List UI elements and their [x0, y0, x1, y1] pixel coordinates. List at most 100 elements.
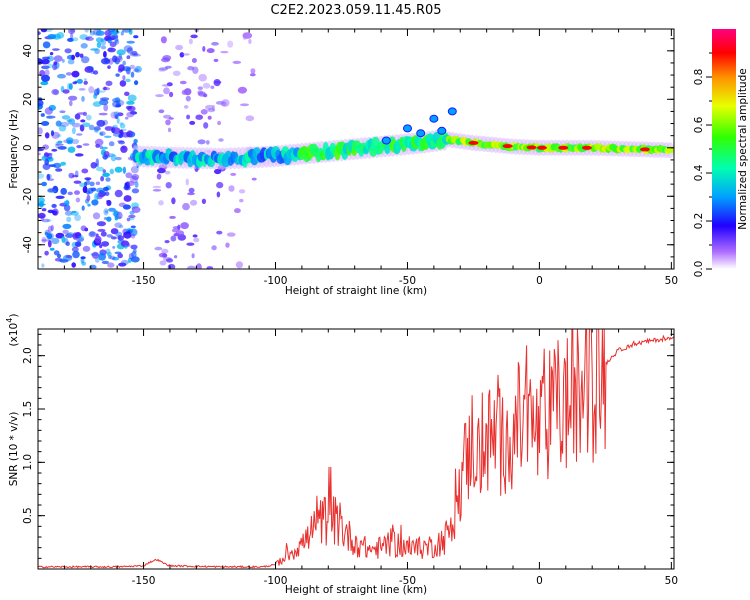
noise-blob-0 [41, 65, 50, 70]
noise-blob-1 [169, 91, 174, 98]
noise-blob-0 [120, 145, 128, 153]
colorbar-label: Normalized spectral amplitude [737, 68, 749, 229]
noise-blob-0 [55, 143, 64, 146]
noise-blob-0 [38, 127, 43, 135]
noise-blob-0 [65, 72, 73, 76]
noise-blob-1 [186, 114, 191, 120]
noise-blob-0 [75, 51, 80, 58]
noise-blob-0 [90, 162, 97, 169]
noise-blob-1 [186, 242, 195, 246]
noise-blob-0 [109, 168, 115, 175]
noise-blob-0 [53, 61, 58, 66]
noise-blob-0 [130, 71, 135, 78]
noise-blob-1 [203, 122, 209, 129]
noise-blob-1 [189, 120, 196, 125]
noise-blob-0 [38, 197, 45, 204]
noise-blob-0 [41, 74, 50, 82]
noise-blob-0 [58, 125, 67, 132]
noise-blob-0 [68, 83, 73, 90]
noise-blob-1 [157, 168, 166, 174]
noise-blob-0 [42, 56, 50, 60]
noise-blob-1 [154, 246, 163, 251]
noise-blob-0 [119, 225, 124, 229]
noise-blob-0 [103, 86, 107, 91]
noise-blob-0 [53, 250, 60, 256]
noise-blob-1 [158, 109, 165, 114]
noise-blob-1 [182, 202, 190, 211]
noise-blob-0 [50, 224, 54, 232]
noise-blob-0 [71, 70, 80, 78]
snr-y-scale-label: (x104) [5, 314, 20, 347]
noise-blob-0 [59, 121, 70, 127]
noise-blob-1 [179, 52, 185, 58]
noise-blob-0 [112, 55, 118, 63]
noise-blob-1 [211, 41, 219, 46]
noise-blob-1 [179, 80, 187, 85]
noise-blob-0 [105, 210, 108, 213]
noise-blob-0 [51, 131, 60, 139]
spectrogram-x-label: Height of straight line (km) [285, 285, 427, 297]
x-tick-label: -100 [264, 575, 288, 587]
y-tick-label: 0.5 [22, 507, 34, 524]
noise-blob-1 [207, 115, 212, 120]
noise-blob-0 [108, 207, 116, 212]
colorbar-ticks: 0.0 0.2 0.4 0.6 0.8 [693, 52, 712, 277]
y-tick-label: -20 [22, 188, 34, 205]
noise-blob-2 [250, 68, 256, 74]
noise-blob-0 [102, 169, 107, 174]
noise-blob-0 [68, 118, 76, 125]
noise-blob-0 [131, 50, 138, 56]
noise-blob-0 [95, 37, 103, 43]
colorbar-tick-label: 0.8 [693, 69, 705, 86]
y-tick-label: 2.0 [22, 347, 34, 364]
noise-blob-1 [216, 230, 223, 235]
noise-blob-0 [123, 185, 131, 191]
noise-blob-2 [237, 86, 247, 94]
noise-blob-0 [74, 232, 82, 239]
noise-blob-0 [41, 208, 47, 212]
noise-blob-0 [120, 259, 129, 265]
noise-blob-0 [41, 239, 50, 242]
noise-blob-0 [71, 122, 81, 128]
spectrogram-frame [37, 28, 675, 270]
noise-blob-0 [93, 126, 101, 131]
noise-blob-0 [118, 64, 125, 72]
noise-blob-0 [85, 36, 94, 41]
y-tick-label: 40 [22, 44, 34, 57]
noise-blob-0 [67, 82, 71, 91]
noise-blob-0 [41, 155, 46, 161]
noise-blob-0 [44, 232, 49, 235]
noise-blob-0 [103, 103, 109, 112]
noise-blob-1 [200, 109, 208, 115]
y-tick-label: 1.5 [22, 401, 34, 418]
ridge-hotspot [526, 145, 537, 150]
noise-blob-0 [84, 177, 92, 181]
x-tick-label: 50 [665, 275, 678, 287]
noise-blob-0 [126, 100, 135, 105]
noise-blob-1 [218, 138, 224, 142]
noise-blob-0 [110, 111, 119, 119]
noise-blob-0 [96, 41, 102, 49]
noise-blob-0 [38, 212, 46, 219]
noise-blob-0 [61, 115, 71, 120]
noise-blob-0 [116, 117, 120, 124]
noise-blob-0 [63, 204, 71, 212]
noise-blob-1 [202, 82, 211, 89]
noise-blob-0 [96, 29, 102, 32]
noise-blob-0 [97, 192, 106, 198]
noise-blob-0 [68, 172, 75, 179]
noise-blob-0 [81, 261, 87, 266]
noise-blob-0 [118, 140, 125, 145]
noise-blob-0 [42, 144, 49, 150]
noise-blob-0 [63, 200, 70, 206]
noise-blob-0 [97, 90, 106, 93]
noise-blob-1 [165, 65, 172, 69]
colorbar-tick-label: 0.2 [693, 213, 705, 230]
ridge-hotspot [502, 144, 513, 149]
noise-blob-0 [51, 203, 57, 208]
ridge-hotspot [537, 145, 547, 150]
noise-blob-0 [47, 225, 53, 233]
y-tick-label: 1.0 [22, 454, 34, 471]
noise-blob-0 [47, 178, 55, 182]
noise-blob-0 [87, 203, 91, 207]
